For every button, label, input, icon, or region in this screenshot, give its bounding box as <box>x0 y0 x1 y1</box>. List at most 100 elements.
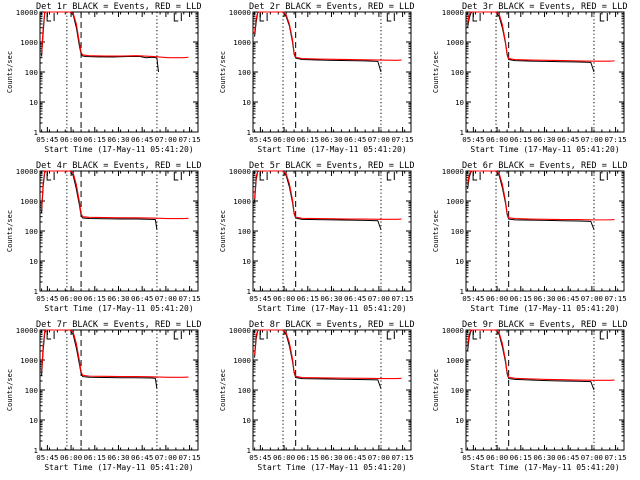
x-tick-label: 06:15 <box>510 135 532 144</box>
bracket-glyph <box>47 331 54 339</box>
panel-title: Det 4r BLACK = Events, RED = LLD <box>36 161 202 171</box>
plot-frame <box>40 330 198 450</box>
series-lld-line <box>42 12 189 58</box>
x-tick-label: 06:30 <box>320 453 342 462</box>
x-tick-label: 06:30 <box>320 135 342 144</box>
y-tick-label: 1000 <box>20 356 38 365</box>
y-axis-label: Counts/sec <box>432 210 440 252</box>
x-tick-label: 06:45 <box>131 294 153 303</box>
x-tick-label: 06:00 <box>273 135 295 144</box>
y-tick-label: 100 <box>25 386 38 395</box>
x-tick-label: 06:15 <box>297 135 319 144</box>
series-lld-line <box>42 171 189 219</box>
plots-canvas: Det 1r BLACK = Events, RED = LLD11010010… <box>0 0 640 480</box>
x-tick-label: 06:30 <box>533 453 555 462</box>
y-tick-label: 10000 <box>16 167 38 176</box>
y-tick-label: 10000 <box>229 167 251 176</box>
panel-det-2: Det 2r BLACK = Events, RED = LLD11010010… <box>219 2 415 154</box>
bracket-glyph <box>600 172 607 180</box>
y-tick-label: 10 <box>29 98 38 107</box>
x-tick-label: 06:45 <box>557 135 579 144</box>
x-tick-label: 06:30 <box>320 294 342 303</box>
x-tick-label: 06:15 <box>297 294 319 303</box>
bracket-glyph <box>260 331 267 339</box>
x-tick-label: 07:00 <box>581 294 603 303</box>
x-axis-label: Start Time (17-May-11 05:41:20) <box>470 304 619 313</box>
plot-frame <box>40 171 198 291</box>
y-tick-label: 10000 <box>16 8 38 17</box>
bracket-glyph <box>387 331 394 339</box>
x-tick-label: 06:30 <box>533 135 555 144</box>
series-lld-line <box>255 171 402 219</box>
y-tick-label: 100 <box>238 386 251 395</box>
x-tick-label: 06:00 <box>273 294 295 303</box>
x-tick-label: 06:30 <box>107 135 129 144</box>
x-tick-label: 06:00 <box>60 135 82 144</box>
y-tick-label: 10 <box>455 98 464 107</box>
y-tick-label: 100 <box>238 68 251 77</box>
panel-det-5: Det 5r BLACK = Events, RED = LLD11010010… <box>219 161 415 313</box>
y-tick-label: 10 <box>242 416 251 425</box>
plot-frame <box>466 330 624 450</box>
x-tick-label: 05:45 <box>36 135 58 144</box>
y-axis-label: Counts/sec <box>6 51 14 93</box>
panel-det-8: Det 8r BLACK = Events, RED = LLD11010010… <box>219 320 415 472</box>
x-tick-label: 06:45 <box>557 294 579 303</box>
x-tick-label: 07:15 <box>391 453 413 462</box>
bracket-glyph <box>260 13 267 21</box>
x-tick-label: 06:00 <box>273 453 295 462</box>
x-axis-label: Start Time (17-May-11 05:41:20) <box>44 463 193 472</box>
x-tick-label: 05:45 <box>249 294 271 303</box>
bracket-glyph <box>174 331 181 339</box>
x-tick-label: 06:00 <box>486 453 508 462</box>
y-axis-label: Counts/sec <box>219 51 227 93</box>
plot-frame <box>253 12 411 132</box>
x-tick-label: 07:00 <box>155 135 177 144</box>
x-axis-label: Start Time (17-May-11 05:41:20) <box>257 145 406 154</box>
series-events-line <box>42 330 157 389</box>
plot-frame <box>253 330 411 450</box>
x-tick-label: 06:00 <box>486 135 508 144</box>
x-tick-label: 06:45 <box>131 135 153 144</box>
series-lld-line <box>468 12 615 61</box>
x-tick-label: 07:15 <box>391 294 413 303</box>
plot-frame <box>466 171 624 291</box>
y-tick-label: 10000 <box>442 8 464 17</box>
x-tick-label: 05:45 <box>249 453 271 462</box>
x-tick-label: 05:45 <box>36 294 58 303</box>
y-tick-label: 100 <box>25 68 38 77</box>
x-tick-label: 07:15 <box>178 453 200 462</box>
x-tick-label: 07:00 <box>155 453 177 462</box>
x-tick-label: 07:00 <box>581 135 603 144</box>
y-tick-label: 1000 <box>446 197 464 206</box>
y-tick-label: 100 <box>451 227 464 236</box>
x-tick-label: 07:15 <box>604 135 626 144</box>
y-axis-label: Counts/sec <box>432 51 440 93</box>
panel-title: Det 8r BLACK = Events, RED = LLD <box>249 320 415 330</box>
bracket-glyph <box>387 13 394 21</box>
x-tick-label: 07:15 <box>178 135 200 144</box>
x-tick-label: 07:15 <box>178 294 200 303</box>
panel-det-3: Det 3r BLACK = Events, RED = LLD 1 10 100 10… <box>432 2 628 154</box>
bracket-glyph <box>473 331 480 339</box>
y-tick-label: 10 <box>455 257 464 266</box>
plot-frame <box>466 12 624 132</box>
bracket-glyph <box>473 13 480 21</box>
y-axis-label: Counts/sec <box>6 369 14 411</box>
y-tick-label: 100 <box>25 227 38 236</box>
bracket-glyph <box>387 172 394 180</box>
y-tick-label: 100 <box>451 68 464 77</box>
panel-det-1: Det 1r BLACK = Events, RED = LLD11010010… <box>6 2 202 154</box>
series-events-line <box>255 330 381 389</box>
x-tick-label: 06:15 <box>84 294 106 303</box>
y-axis-label: Counts/sec <box>219 369 227 411</box>
x-tick-label: 06:30 <box>107 453 129 462</box>
x-axis-label: Start Time (17-May-11 05:41:20) <box>44 304 193 313</box>
series-events-line <box>42 171 157 230</box>
x-tick-label: 05:45 <box>249 135 271 144</box>
panel-title: Det 9r BLACK = Events, RED = LLD <box>462 320 628 330</box>
y-tick-label: 10000 <box>229 326 251 335</box>
y-tick-label: 10000 <box>229 8 251 17</box>
y-axis-label: Counts/sec <box>6 210 14 252</box>
plot-frame <box>40 12 198 132</box>
